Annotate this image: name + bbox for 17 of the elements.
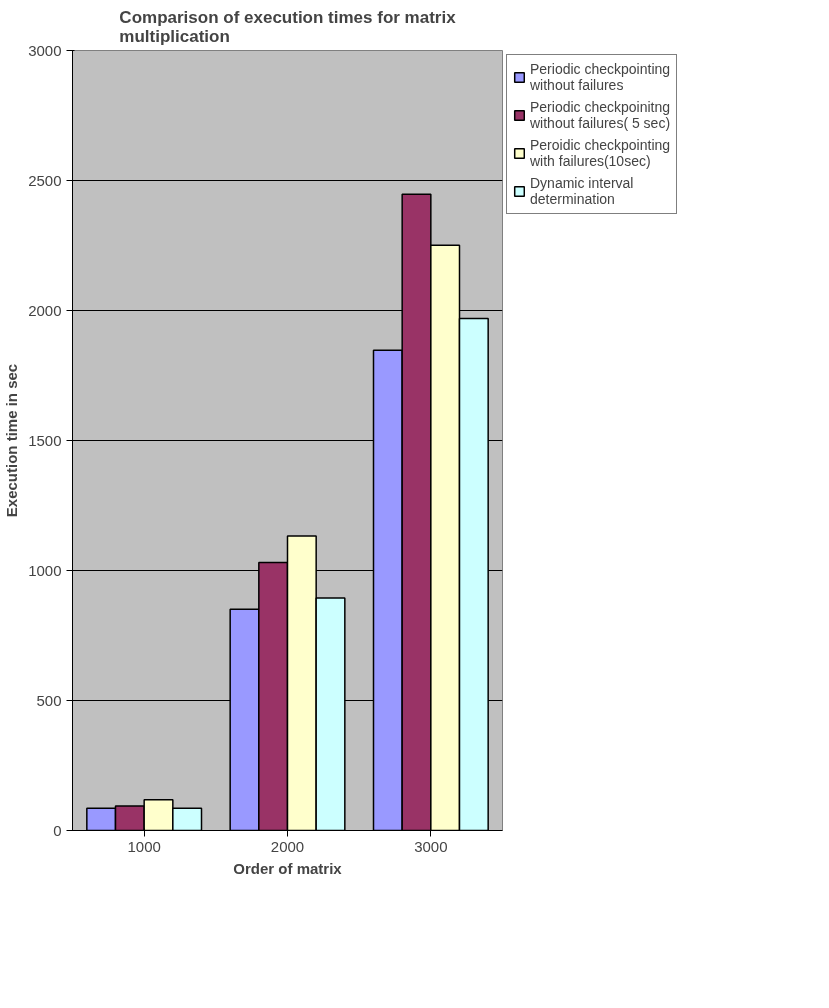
y-tick-label: 1500 — [28, 431, 62, 449]
y-axis-title: Execution time in sec — [3, 363, 21, 518]
x-tick-label: 3000 — [414, 837, 448, 855]
y-tick-label: 500 — [36, 691, 62, 709]
legend-label: Periodic checkpoinitng without failures( 5 sec) — [530, 99, 671, 131]
x-tick-label: 2000 — [270, 837, 305, 855]
y-tick-label: 2000 — [28, 301, 62, 319]
legend-label: Periodic checkpointing without failures — [530, 61, 671, 93]
x-axis-title: Order of matrix — [233, 859, 343, 877]
legend-label: Peroidic checkpointing with failures(10sec) — [530, 137, 671, 169]
y-tick-label: 3000 — [28, 41, 62, 59]
x-tick-label: 1000 — [127, 837, 161, 855]
chart-title: Comparison of execution times for matrix multiplication — [119, 7, 457, 46]
y-tick-label: 2500 — [28, 171, 62, 189]
y-tick-label: 0 — [53, 821, 62, 839]
legend-label: Dynamic interval determination — [530, 175, 634, 207]
y-tick-label: 1000 — [28, 561, 62, 579]
